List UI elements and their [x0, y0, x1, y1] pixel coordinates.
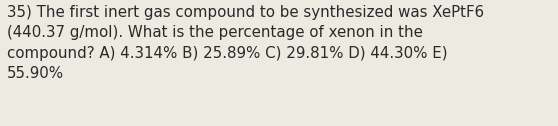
Text: 35) The first inert gas compound to be synthesized was XePtF6
(440.37 g/mol). Wh: 35) The first inert gas compound to be s… [7, 5, 484, 81]
